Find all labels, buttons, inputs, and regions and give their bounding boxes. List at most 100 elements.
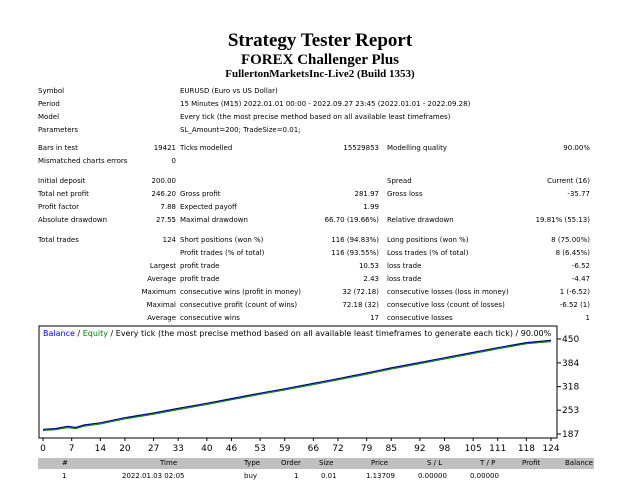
col-profit: Profit xyxy=(522,459,541,467)
loss-trades-value: 8 (6.45%) xyxy=(555,249,590,257)
period-value: 15 Minutes (M15) 2022.01.01 00:00 - 2022… xyxy=(180,100,471,108)
average-consec-label: Average xyxy=(147,314,176,322)
ticks-value: 15529853 xyxy=(343,144,379,152)
x-tick-label: 98 xyxy=(439,444,451,454)
row-bars: Bars in test 19421 Ticks modelled 155298… xyxy=(38,143,598,154)
average-profit-label: profit trade xyxy=(180,275,220,283)
row-maximum: Maximum consecutive wins (profit in mone… xyxy=(38,287,598,298)
avg-consec-losses-label: consecutive losses xyxy=(387,314,453,322)
x-tick-label: 7 xyxy=(69,444,75,454)
legend-equity: Equity xyxy=(83,329,109,338)
trade-sl: 0.00000 xyxy=(418,472,447,480)
parameters-label: Parameters xyxy=(38,126,79,134)
profit-factor-value: 7.88 xyxy=(160,203,176,211)
chart-legend: Balance / Equity / Every tick (the most … xyxy=(43,329,552,338)
col-tp: T / P xyxy=(480,459,496,467)
profit-trades-value: 116 (93.55%) xyxy=(331,249,379,257)
total-trades-value: 124 xyxy=(162,236,176,244)
average-loss-label: loss trade xyxy=(387,275,422,283)
profit-trades-label: Profit trades (% of total) xyxy=(180,249,265,257)
balance-chart-svg: Balance / Equity / Every tick (the most … xyxy=(38,325,579,454)
parameters-value: SL_Amount=200; TradeSize=0.01; xyxy=(180,126,301,134)
x-tick-label: 33 xyxy=(172,444,183,454)
relative-drawdown-value: 19.81% (55.13) xyxy=(535,216,590,224)
x-tick-label: 118 xyxy=(518,444,535,454)
max-consec-losses-value: 1 (-6.52) xyxy=(559,288,590,296)
symbol-label: Symbol xyxy=(38,87,65,95)
x-tick-label: 40 xyxy=(201,444,213,454)
mismatch-label: Mismatched charts errors xyxy=(38,157,128,165)
x-tick-label: 105 xyxy=(465,444,482,454)
largest-label: Largest xyxy=(149,262,176,270)
plot-frame xyxy=(38,325,558,439)
short-positions-label: Short positions (won %) xyxy=(180,236,264,244)
balance-chart: Balance / Equity / Every tick (the most … xyxy=(38,325,598,455)
gross-profit-value: 281.97 xyxy=(354,190,380,198)
long-positions-value: 8 (75.00%) xyxy=(551,236,590,244)
quality-label: Modelling quality xyxy=(387,144,447,152)
maximal-consec-profit-label: consecutive profit (count of wins) xyxy=(180,301,298,309)
row-model: Model Every tick (the most precise metho… xyxy=(38,112,598,123)
trade-order: 1 xyxy=(294,472,299,480)
maximal-label: Maximal xyxy=(146,301,176,309)
y-tick-label: 253 xyxy=(562,406,579,416)
report-title: Strategy Tester Report xyxy=(227,30,413,51)
max-consec-wins-value: 32 (72.18) xyxy=(342,288,379,296)
maximal-drawdown-value: 66.70 (19.66%) xyxy=(324,216,379,224)
row-avg-consec: Average consecutive wins 17 consecutive … xyxy=(38,313,598,324)
net-profit-value: 246.20 xyxy=(151,190,177,198)
maximal-drawdown-label: Maximal drawdown xyxy=(180,216,248,224)
bars-label: Bars in test xyxy=(38,144,78,152)
table-row: 1 2022.01.03 02:05 buy 1 0.01 1.13709 0.… xyxy=(38,471,594,480)
y-tick-label: 187 xyxy=(562,430,579,440)
report-subtitle: FOREX Challenger Plus xyxy=(240,52,400,68)
row-largest: Largest profit trade 10.53 loss trade -6… xyxy=(38,261,598,272)
avg-consec-wins-value: 17 xyxy=(370,314,379,322)
total-trades-label: Total trades xyxy=(38,236,79,244)
row-profit-trades: Profit trades (% of total) 116 (93.55%) … xyxy=(38,248,598,259)
maximal-consec-loss-value: -6.52 (1) xyxy=(559,301,590,309)
largest-loss-label: loss trade xyxy=(387,262,422,270)
gross-profit-label: Gross profit xyxy=(180,190,221,198)
x-axis-ticks: 0 7 14 20 27 33 40 46 53 59 66 72 79 85 92 98 105 111 118 1… xyxy=(40,438,560,454)
trade-time: 2022.01.03 02:05 xyxy=(122,472,185,480)
x-tick-label: 85 xyxy=(385,444,396,454)
bars-value: 19421 xyxy=(153,144,176,152)
absolute-drawdown-value: 27.55 xyxy=(155,216,176,224)
trade-size: 0.01 xyxy=(321,472,337,480)
max-consec-wins-label: consecutive wins (profit in money) xyxy=(180,288,302,296)
gross-loss-label: Gross loss xyxy=(387,190,423,198)
quality-value: 90.00% xyxy=(563,144,590,152)
profit-factor-label: Profit factor xyxy=(38,203,79,211)
trade-number: 1 xyxy=(62,472,67,480)
deposit-value: 200.00 xyxy=(151,177,177,185)
spread-label: Spread xyxy=(387,177,412,185)
trades-header: # Time Type Order Size Price S / L T / P… xyxy=(38,458,594,469)
x-tick-label: 20 xyxy=(119,444,131,454)
y-tick-label: 450 xyxy=(562,335,579,345)
x-tick-label: 124 xyxy=(542,444,559,454)
col-number: # xyxy=(62,459,68,467)
x-tick-label: 72 xyxy=(332,444,343,454)
max-consec-losses-label: consecutive losses (loss in money) xyxy=(387,288,509,296)
equity-series-line xyxy=(42,341,552,431)
average-profit-value: 2.43 xyxy=(363,275,379,283)
y-tick-label: 318 xyxy=(562,383,579,393)
report-server: FullertonMarketsInc-Live2 (Build 1353) xyxy=(225,68,415,80)
mismatch-value: 0 xyxy=(171,157,176,165)
deposit-label: Initial deposit xyxy=(38,177,86,185)
x-tick-label: 66 xyxy=(308,444,320,454)
row-profit-factor: Profit factor 7.88 Expected payoff 1.99 xyxy=(38,202,598,213)
row-maximal: Maximal consecutive profit (count of win… xyxy=(38,300,598,311)
x-tick-label: 79 xyxy=(361,444,373,454)
x-tick-label: 27 xyxy=(148,444,159,454)
row-total-trades: Total trades 124 Short positions (won %)… xyxy=(38,235,598,246)
short-positions-value: 116 (94.83%) xyxy=(331,236,379,244)
row-drawdown: Absolute drawdown 27.55 Maximal drawdown… xyxy=(38,215,598,226)
x-tick-label: 0 xyxy=(40,444,46,454)
y-axis-ticks: 450 384 318 253 187 xyxy=(557,335,579,440)
x-tick-label: 46 xyxy=(226,444,238,454)
trade-type: buy xyxy=(244,472,258,480)
period-label: Period xyxy=(38,100,60,108)
average-label: Average xyxy=(147,275,176,283)
